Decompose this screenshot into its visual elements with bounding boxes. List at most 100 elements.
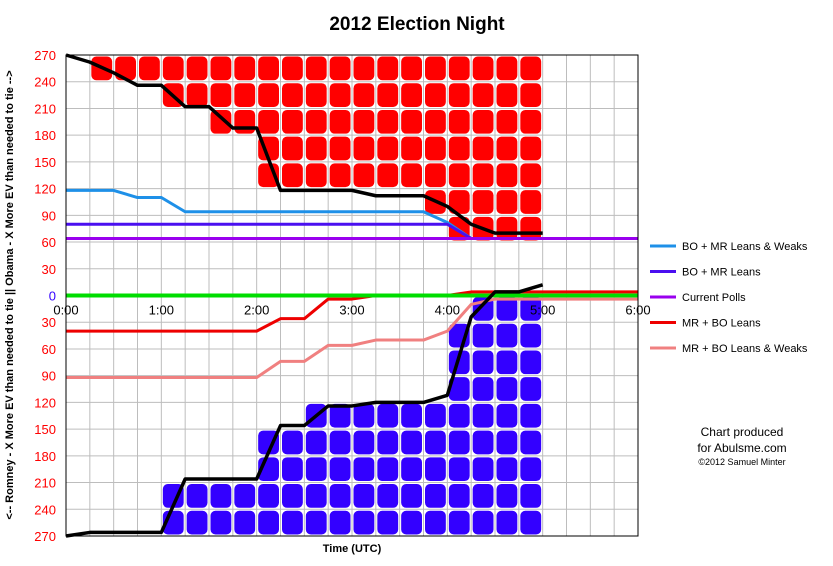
called-obama-cell: [234, 510, 256, 535]
called-romney-cell: [448, 190, 470, 214]
called-romney-cell: [282, 163, 303, 188]
called-obama-cell: [448, 484, 470, 508]
chart-title: 2012 Election Night: [329, 14, 505, 35]
called-obama-cell: [448, 510, 470, 535]
x-tick-label: 2:00: [244, 303, 269, 318]
called-obama-cell: [401, 430, 422, 455]
called-obama-cell: [282, 510, 303, 535]
x-tick-label: 4:00: [435, 303, 460, 318]
called-romney-cell: [472, 136, 494, 161]
called-obama-cell: [401, 403, 422, 428]
called-obama-cell: [425, 484, 446, 508]
called-obama-cell: [377, 510, 399, 535]
x-tick-label: 5:00: [530, 303, 555, 318]
called-romney-cell: [520, 163, 542, 188]
called-romney-line: [65, 53, 543, 235]
called-obama-cell: [472, 377, 494, 401]
y-tick-label: 30: [42, 262, 56, 277]
called-obama-cell: [425, 457, 446, 482]
called-obama-cell: [496, 297, 518, 321]
called-obama-cell: [496, 484, 518, 508]
called-romney-cell: [377, 83, 399, 107]
called-fill-area: [91, 56, 542, 535]
called-romney-cell: [520, 190, 542, 214]
called-obama-cell: [210, 510, 232, 535]
called-obama-cell: [305, 457, 327, 482]
called-obama-cell: [282, 430, 303, 455]
y-tick-label: 180: [34, 128, 56, 143]
called-obama-cell: [520, 484, 542, 508]
series-line: [66, 297, 638, 379]
chart-credit: Chart produced for Abulsme.com ©2012 Sam…: [697, 425, 786, 467]
called-obama-cell: [448, 377, 470, 401]
y-tick-label: 60: [42, 342, 56, 357]
called-romney-cell: [258, 109, 279, 134]
x-tick-label: 0:00: [53, 303, 78, 318]
called-romney-cell: [210, 83, 232, 107]
y-tick-label: 60: [42, 235, 56, 250]
called-romney-cell: [448, 163, 470, 188]
called-romney-cell: [377, 163, 399, 188]
called-romney-cell: [401, 109, 422, 134]
called-romney-cell: [353, 136, 375, 161]
x-axis-title: Time (UTC): [323, 543, 382, 555]
called-romney-cell: [425, 56, 446, 81]
x-tick-label: 6:00: [625, 303, 650, 318]
called-obama-cell: [282, 484, 303, 508]
called-romney-cell: [448, 136, 470, 161]
plot-border: [65, 54, 639, 537]
called-obama-cell: [377, 484, 399, 508]
called-obama-cell: [472, 350, 494, 375]
called-obama-cell: [329, 510, 351, 535]
called-romney-cell: [305, 83, 327, 107]
called-obama-cell: [186, 484, 208, 508]
called-obama-cell: [282, 457, 303, 482]
y-tick-label: 150: [34, 422, 56, 437]
called-obama-cell: [377, 430, 399, 455]
called-romney-cell: [234, 56, 256, 81]
legend-label: MR + BO Leans & Weaks: [682, 343, 808, 355]
called-obama-cell: [472, 510, 494, 535]
called-obama-cell: [520, 377, 542, 401]
called-romney-cell: [282, 83, 303, 107]
called-romney-cell: [210, 109, 232, 134]
series-line: [66, 188, 638, 240]
y-tick-label: 210: [34, 101, 56, 116]
y-tick-label: 240: [34, 502, 56, 517]
called-romney-cell: [472, 109, 494, 134]
called-romney-cell: [472, 163, 494, 188]
called-romney-cell: [401, 136, 422, 161]
called-obama-cell: [329, 430, 351, 455]
credit-line-2: for Abulsme.com: [697, 441, 786, 455]
called-obama-cell: [448, 457, 470, 482]
called-romney-cell: [353, 109, 375, 134]
called-romney-cell: [353, 163, 375, 188]
called-obama-cell: [520, 510, 542, 535]
called-obama-cell: [520, 403, 542, 428]
called-romney-cell: [401, 56, 422, 81]
called-romney-cell: [353, 83, 375, 107]
called-obama-cell: [496, 403, 518, 428]
called-romney-cell: [377, 56, 399, 81]
called-obama-cell: [520, 350, 542, 375]
called-obama-cell: [425, 403, 446, 428]
called-obama-cell: [472, 430, 494, 455]
called-romney-cell: [186, 56, 208, 81]
y-tick-label: 90: [42, 369, 56, 384]
called-romney-cell: [520, 136, 542, 161]
called-romney-cell: [305, 136, 327, 161]
legend-label: MR + BO Leans: [682, 318, 761, 330]
called-romney-cell: [258, 83, 279, 107]
called-romney-cell: [448, 109, 470, 134]
y-axis-ticks: 270 240 210 180 150 120 90 60 30 0 30 60 90 120 150 180…: [34, 48, 56, 544]
credit-line-1: Chart produced: [701, 425, 784, 439]
called-obama-cell: [401, 457, 422, 482]
called-romney-cell: [329, 163, 351, 188]
credit-line-3: ©2012 Samuel Minter: [698, 457, 785, 467]
called-obama-cell: [401, 510, 422, 535]
called-obama-cell: [186, 510, 208, 535]
called-romney-cell: [377, 109, 399, 134]
y-tick-label: 120: [34, 395, 56, 410]
series-line: [66, 290, 638, 333]
